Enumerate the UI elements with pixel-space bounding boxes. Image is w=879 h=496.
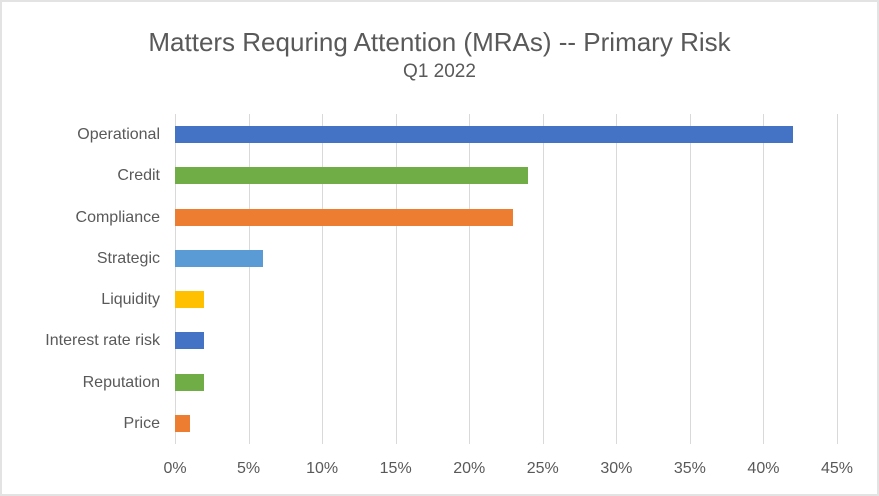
category-label: Compliance (75, 208, 160, 226)
x-tick-label: 45% (820, 460, 854, 477)
x-tick-label: 0% (163, 460, 187, 477)
bar-compliance (175, 208, 514, 226)
x-tick-label: 35% (673, 460, 706, 477)
gridline (542, 114, 544, 444)
chart-title: Matters Requring Attention (MRAs) -- Pri… (148, 27, 731, 57)
bar-liquidity (175, 291, 205, 309)
category-label: Interest rate risk (45, 332, 160, 350)
x-tick-label: 15% (379, 460, 412, 477)
bar-operational (175, 126, 793, 144)
x-tick-label: 10% (306, 460, 339, 477)
x-tick-label: 30% (600, 460, 633, 477)
category-label: Reputation (82, 373, 160, 391)
category-axis: Operational Credit Compliance Strategic Liqu… (2, 2, 160, 494)
category-label: Credit (117, 167, 160, 185)
category-label: Operational (77, 126, 160, 143)
plot-area (175, 114, 838, 444)
category-label: Liquidity (101, 291, 160, 308)
category-label: Price (123, 414, 160, 432)
gridline (248, 114, 250, 444)
x-tick-label: 40% (747, 460, 780, 477)
bar-interest-rate-risk (175, 332, 205, 350)
gridline (395, 114, 397, 444)
x-tick-label: 25% (526, 460, 559, 477)
gridline (763, 114, 765, 444)
gridline (322, 114, 324, 444)
gridline (689, 114, 691, 444)
chart-subtitle: Q1 2022 (403, 61, 476, 82)
bar-credit (175, 167, 529, 185)
category-label: Strategic (96, 249, 160, 267)
gridline (616, 114, 618, 444)
gridline (175, 114, 176, 444)
x-tick-label: 5% (236, 460, 261, 477)
x-tick-label: 20% (453, 460, 486, 477)
bar-reputation (175, 373, 205, 391)
gridline (469, 114, 471, 444)
bar-strategic (175, 249, 264, 267)
gridline (837, 114, 838, 444)
value-axis: 0% 5% 10% 15% 20% 25% 30% 35% 40% 45% (2, 460, 877, 482)
bar-price (175, 414, 190, 432)
